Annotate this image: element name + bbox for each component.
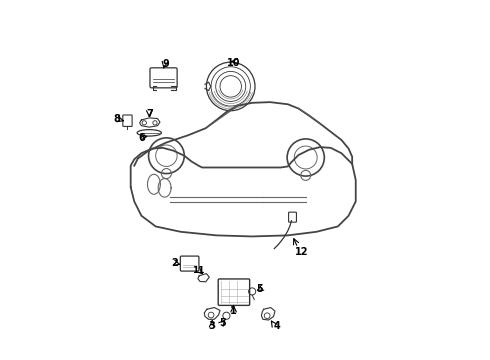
- Text: 1: 1: [230, 306, 237, 316]
- Text: 5: 5: [257, 284, 264, 294]
- Text: 3: 3: [209, 321, 216, 332]
- Text: 4: 4: [274, 321, 280, 332]
- Text: 9: 9: [162, 59, 169, 69]
- Text: 6: 6: [138, 133, 145, 143]
- Text: 2: 2: [171, 258, 178, 268]
- Text: 10: 10: [227, 58, 240, 68]
- Text: 12: 12: [294, 247, 308, 257]
- Text: 7: 7: [146, 109, 153, 119]
- Text: 8: 8: [114, 113, 121, 123]
- Text: 5: 5: [219, 318, 225, 328]
- Text: 11: 11: [192, 266, 204, 275]
